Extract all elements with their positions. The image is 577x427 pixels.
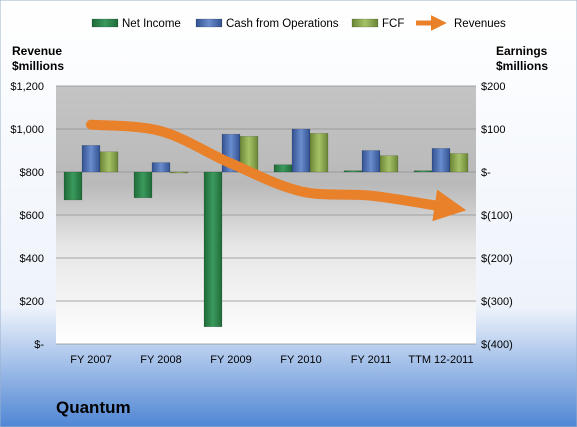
- legend-swatch: [195, 18, 223, 28]
- left-axis-tick-label: $200: [20, 296, 44, 308]
- left-axis-title-line1: Revenue: [12, 44, 62, 58]
- left-axis-tick-label: $400: [20, 253, 44, 265]
- legend: Net Income Cash from Operations FCF Revenue…: [91, 14, 506, 32]
- chart-title: Quantum: [56, 398, 131, 417]
- bar-fcf: [379, 155, 399, 173]
- legend-label: Revenues: [454, 18, 506, 30]
- right-axis-tick-label: $(400): [481, 339, 513, 351]
- bar-fcf: [449, 153, 469, 173]
- legend-swatch: [351, 18, 379, 28]
- right-axis-title-line2: $millions: [496, 59, 548, 73]
- bar-net-income: [63, 171, 83, 201]
- x-axis-category-label: FY 2007: [70, 354, 111, 366]
- bar-cash-from-operations: [291, 128, 311, 173]
- bar-cash-from-operations: [81, 145, 101, 173]
- right-axis-tick-label: $-: [481, 167, 491, 179]
- right-axis-tick-label: $200: [481, 81, 505, 93]
- left-axis-tick-label: $1,000: [10, 124, 44, 136]
- left-axis-tick-label: $600: [20, 210, 44, 222]
- bar-net-income: [413, 170, 433, 173]
- right-axis-tick-label: $(200): [481, 253, 513, 265]
- bar-net-income: [343, 170, 363, 173]
- revenue-trend-line: [86, 119, 467, 222]
- x-axis-category-label: FY 2009: [210, 354, 251, 366]
- x-axis-category-label: TTM 12-2011: [408, 354, 473, 366]
- right-axis-tick-label: $100: [481, 124, 505, 136]
- bar-net-income: [273, 164, 293, 173]
- x-axis-category-label: FY 2010: [280, 354, 321, 366]
- legend-label: FCF: [382, 18, 404, 30]
- right-axis-tick-label: $(100): [481, 210, 513, 222]
- left-axis-title-line2: $millions: [12, 59, 64, 73]
- bar-net-income: [133, 171, 153, 199]
- bar-net-income: [203, 171, 223, 328]
- left-axis-tick-label: $-: [34, 339, 44, 351]
- x-axis-category-label: FY 2008: [140, 354, 181, 366]
- right-axis-title-line1: Earnings: [496, 44, 548, 58]
- left-axis-tick-label: $800: [20, 167, 44, 179]
- legend-label: Cash from Operations: [226, 18, 339, 30]
- bar-cash-from-operations: [361, 150, 381, 173]
- bar-cash-from-operations: [151, 162, 171, 173]
- legend-label: Net Income: [122, 18, 181, 30]
- bar-cash-from-operations: [431, 148, 451, 173]
- bars-group: [63, 128, 469, 328]
- legend-swatch: [91, 18, 119, 28]
- bar-fcf: [99, 151, 119, 173]
- axis-tick-labels: $- $200 $400 $600 $800 $1,000 $1,200 $(400) $(30…: [10, 81, 512, 366]
- x-axis-category-label: FY 2011: [351, 354, 392, 366]
- right-axis-tick-label: $(300): [481, 296, 513, 308]
- left-axis-tick-label: $1,200: [10, 81, 44, 93]
- bar-fcf: [169, 171, 189, 174]
- revenue-trend-group: [86, 119, 467, 222]
- bar-fcf: [309, 133, 329, 173]
